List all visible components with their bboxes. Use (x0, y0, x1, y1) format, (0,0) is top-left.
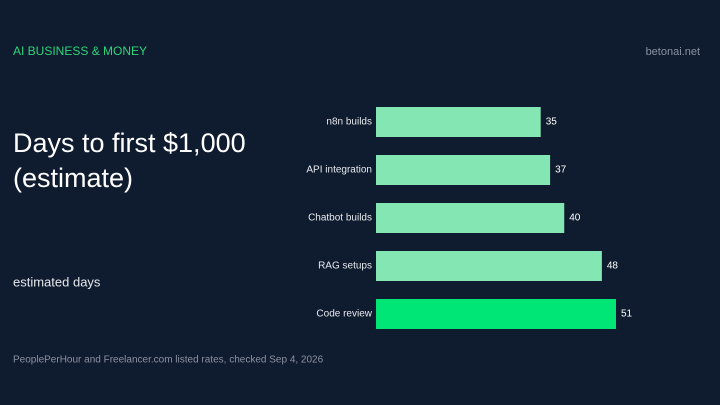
site: betonai.net (646, 46, 700, 58)
chart-title: Days to first $1,000 (estimate) (13, 128, 246, 193)
bar (376, 203, 565, 233)
value-label: 48 (607, 261, 619, 272)
kicker: AI BUSINESS & MONEY (13, 44, 147, 58)
bar (376, 155, 551, 185)
value-label: 40 (569, 213, 581, 224)
category-label: Code review (316, 309, 372, 320)
source: PeoplePerHour and Freelancer.com listed … (13, 355, 324, 366)
bar (376, 251, 602, 281)
value-label: 35 (546, 117, 558, 128)
category-label: API integration (306, 165, 372, 176)
category-label: n8n builds (326, 117, 372, 128)
category-label: RAG setups (318, 261, 372, 272)
bar (376, 107, 541, 137)
axis-label: estimated days (13, 274, 101, 289)
value-label: 51 (621, 309, 633, 320)
value-label: 37 (555, 165, 567, 176)
category-label: Chatbot builds (308, 213, 372, 224)
bar (376, 299, 616, 329)
